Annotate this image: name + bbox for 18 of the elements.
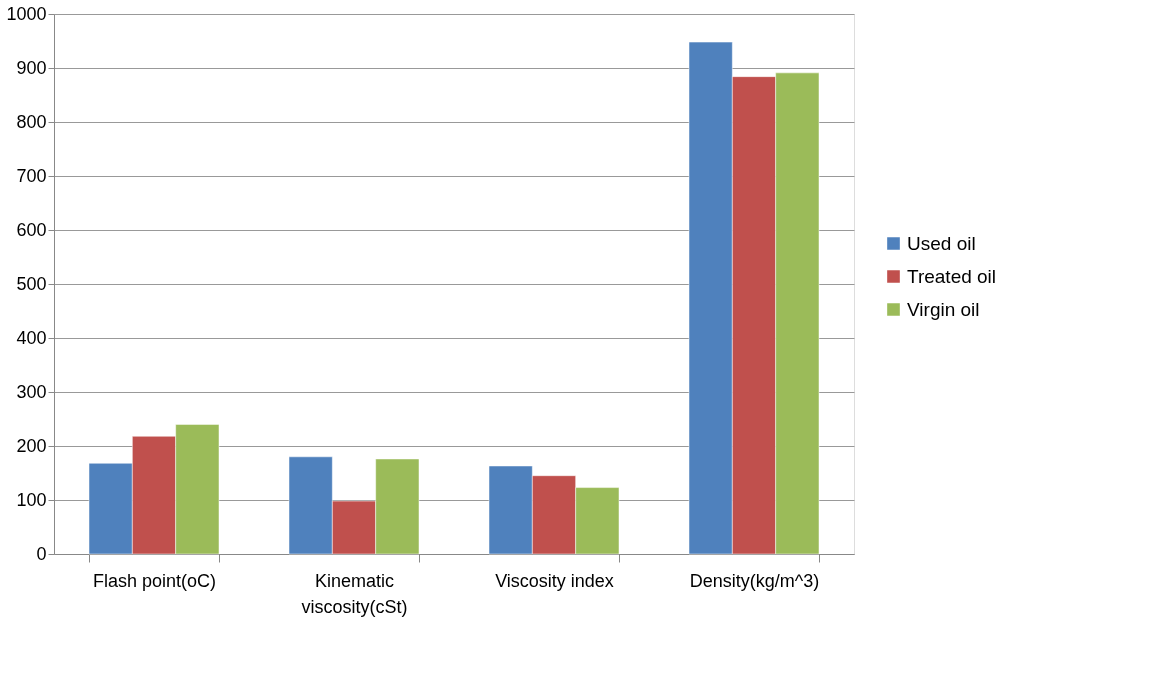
x-tick-label: Viscosity index xyxy=(495,570,614,591)
x-tick-label: Density(kg/m^3) xyxy=(689,570,820,591)
y-tick-label: 100 xyxy=(16,489,47,510)
legend-label: Used oil xyxy=(907,232,976,254)
y-tick-label: 500 xyxy=(16,273,47,294)
x-tick-label: Kinematic viscosity(cSt) xyxy=(301,570,408,617)
y-tick-label: 200 xyxy=(16,435,47,456)
y-tick-label: 300 xyxy=(16,381,47,402)
y-tick-label: 0 xyxy=(36,543,47,564)
legend-label: Treated oil xyxy=(907,265,997,287)
legend-label: Virgin oil xyxy=(907,298,980,320)
y-tick-label: 600 xyxy=(16,219,47,240)
y-tick-label: 1000 xyxy=(6,3,47,24)
y-tick-label: 400 xyxy=(16,327,47,348)
x-tick-label: Flash point(oC) xyxy=(92,570,217,591)
y-tick-label: 700 xyxy=(16,165,47,186)
y-tick-label: 900 xyxy=(16,57,47,78)
y-tick-label: 800 xyxy=(16,111,47,132)
